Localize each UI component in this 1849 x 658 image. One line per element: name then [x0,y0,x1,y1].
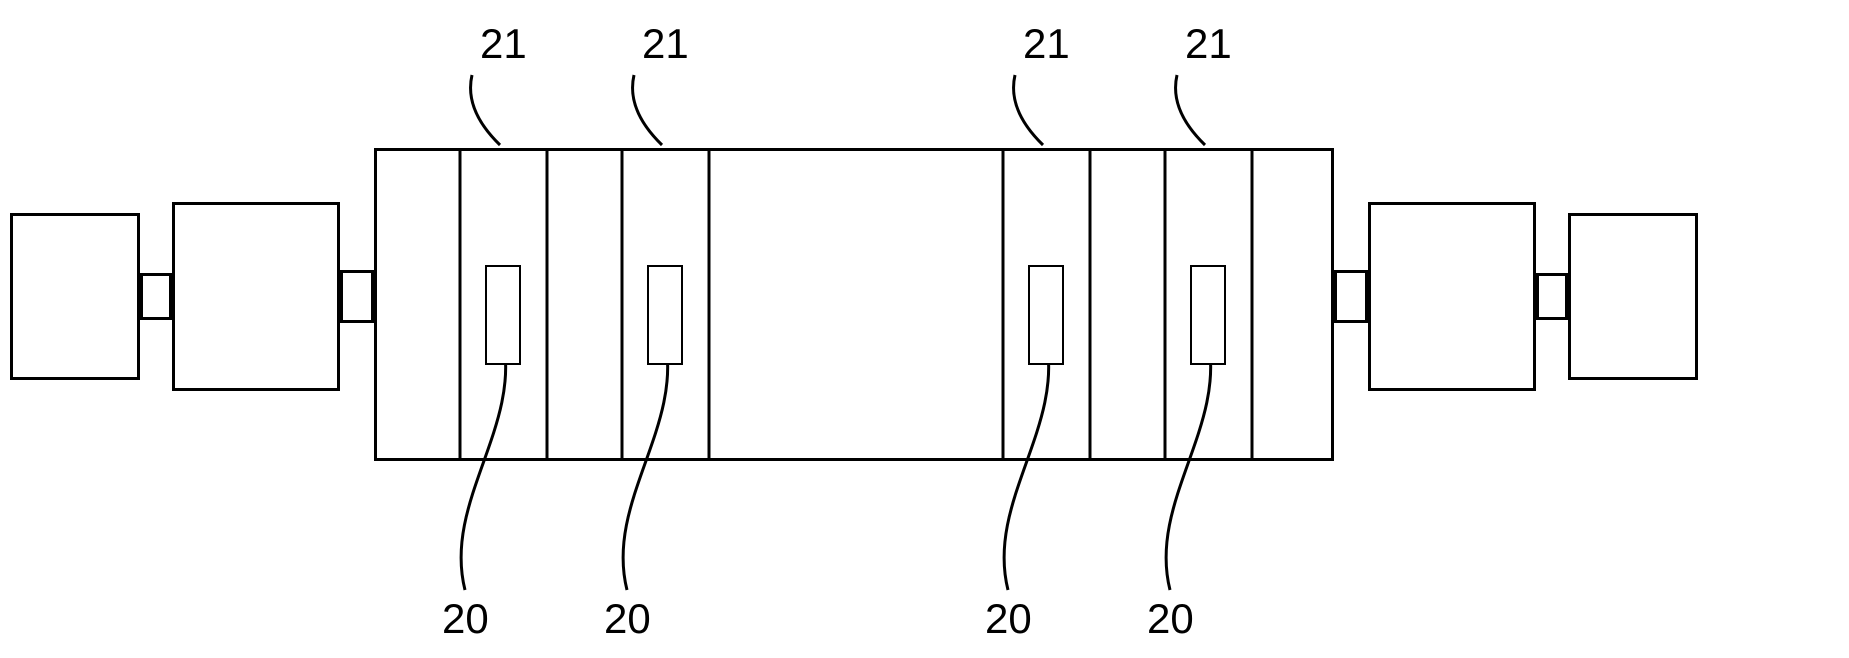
right-connector-1 [1536,273,1568,320]
label-bottom-1: 20 [442,595,489,643]
sensor-4 [1190,265,1226,365]
label-top-2: 21 [642,20,689,68]
left-end-cap [10,213,140,380]
label-top-4: 21 [1185,20,1232,68]
sensor-1 [485,265,521,365]
label-bottom-4: 20 [1147,595,1194,643]
left-connector-1 [140,273,172,320]
right-end-cap [1568,213,1698,380]
left-block-1 [172,202,340,391]
label-bottom-3: 20 [985,595,1032,643]
right-block-1 [1368,202,1536,391]
sensor-3 [1028,265,1064,365]
technical-diagram: 21 21 21 21 20 20 20 20 [0,0,1849,658]
left-connector-2 [340,270,374,323]
right-connector-2 [1334,270,1368,323]
label-bottom-2: 20 [604,595,651,643]
label-top-3: 21 [1023,20,1070,68]
label-top-1: 21 [480,20,527,68]
sensor-2 [647,265,683,365]
